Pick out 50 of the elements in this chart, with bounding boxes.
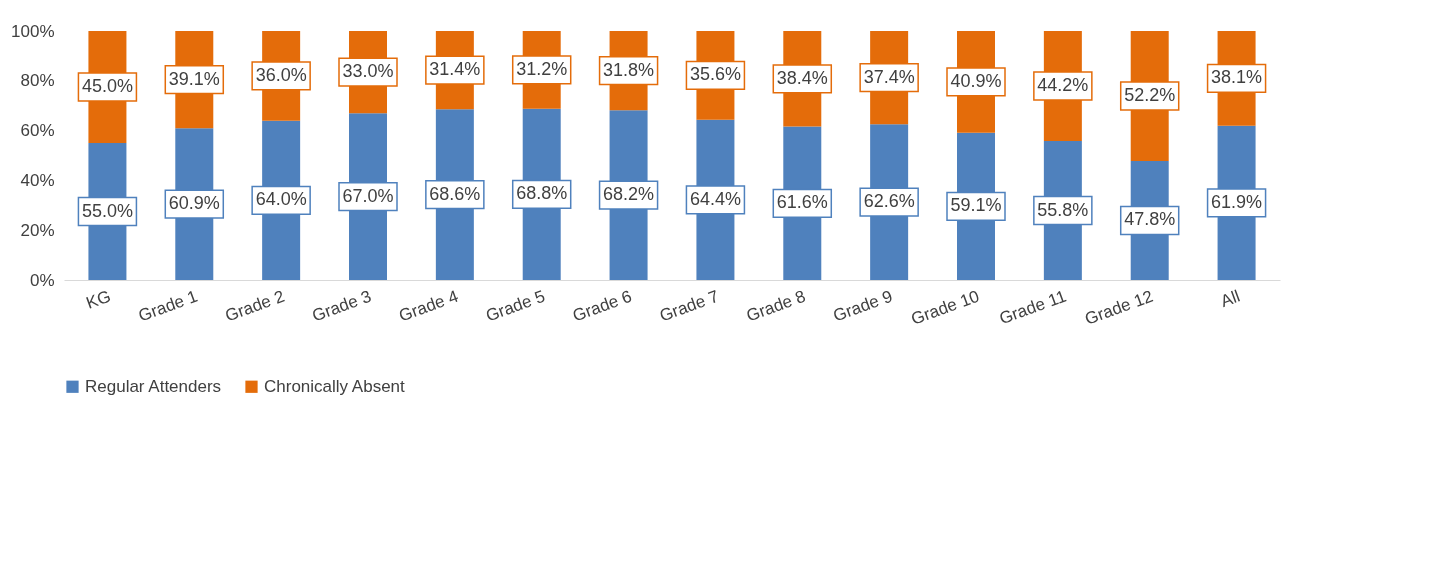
- x-tick-label: Grade 11: [996, 286, 1069, 329]
- data-label: 61.9%: [1211, 191, 1263, 212]
- x-tick-label: Grade 8: [743, 286, 809, 326]
- data-label: 60.9%: [168, 193, 220, 214]
- data-label: 68.8%: [516, 183, 568, 204]
- data-label: 38.1%: [1211, 67, 1263, 88]
- data-label: 38.4%: [776, 67, 828, 88]
- data-label: 62.6%: [863, 191, 915, 212]
- legend-label: Regular Attenders: [85, 376, 222, 396]
- data-label: 61.6%: [776, 192, 828, 213]
- data-label: 39.1%: [168, 68, 220, 89]
- x-tick-label: Grade 4: [396, 286, 461, 326]
- x-tick-label: Grade 5: [483, 286, 548, 326]
- y-tick-label: 20%: [20, 220, 55, 240]
- data-label: 67.0%: [342, 185, 394, 206]
- data-label: 68.2%: [603, 184, 655, 205]
- x-tick-label: KG: [83, 286, 114, 313]
- data-label: 45.0%: [81, 76, 133, 97]
- data-label: 68.6%: [429, 183, 481, 204]
- data-label: 35.6%: [689, 64, 741, 85]
- y-tick-label: 40%: [20, 170, 55, 190]
- data-label: 64.4%: [689, 188, 741, 209]
- x-tick-label: Grade 12: [1082, 286, 1156, 329]
- x-tick-label: Grade 1: [135, 286, 201, 326]
- data-label: 40.9%: [950, 70, 1002, 91]
- data-label: 37.4%: [863, 66, 915, 87]
- y-tick-label: 100%: [11, 21, 55, 41]
- y-tick-label: 60%: [20, 121, 55, 141]
- data-label: 36.0%: [255, 64, 307, 85]
- x-tick-label: Grade 7: [657, 286, 722, 326]
- x-tick-label: Grade 9: [830, 286, 895, 326]
- y-tick-label: 80%: [20, 71, 55, 91]
- data-label: 31.8%: [603, 59, 655, 80]
- data-label: 64.0%: [255, 189, 307, 210]
- data-label: 31.2%: [516, 58, 568, 79]
- data-label: 44.2%: [1037, 75, 1089, 96]
- data-label: 59.1%: [950, 195, 1002, 216]
- data-label: 33.0%: [342, 61, 394, 82]
- x-tick-label: Grade 10: [908, 286, 982, 329]
- data-label: 47.8%: [1124, 209, 1176, 230]
- data-label: 31.4%: [429, 59, 481, 80]
- x-tick-label: Grade 6: [570, 286, 635, 326]
- data-label: 55.8%: [1037, 199, 1089, 220]
- x-tick-label: All: [1218, 286, 1243, 311]
- y-tick-label: 0%: [29, 270, 55, 290]
- x-tick-label: Grade 2: [222, 286, 287, 326]
- x-tick-label: Grade 3: [309, 286, 374, 326]
- data-label: 55.0%: [81, 200, 133, 221]
- data-label: 52.2%: [1124, 84, 1176, 105]
- legend-label: Chronically Absent: [264, 376, 406, 396]
